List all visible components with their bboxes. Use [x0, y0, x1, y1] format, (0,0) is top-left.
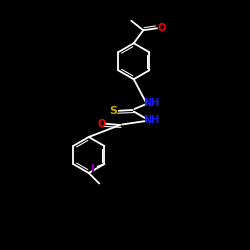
Text: O: O — [158, 23, 166, 33]
Text: NH: NH — [143, 98, 160, 108]
Text: S: S — [110, 106, 118, 116]
Text: I: I — [91, 164, 95, 173]
Text: O: O — [97, 119, 106, 129]
Text: NH: NH — [143, 115, 160, 125]
